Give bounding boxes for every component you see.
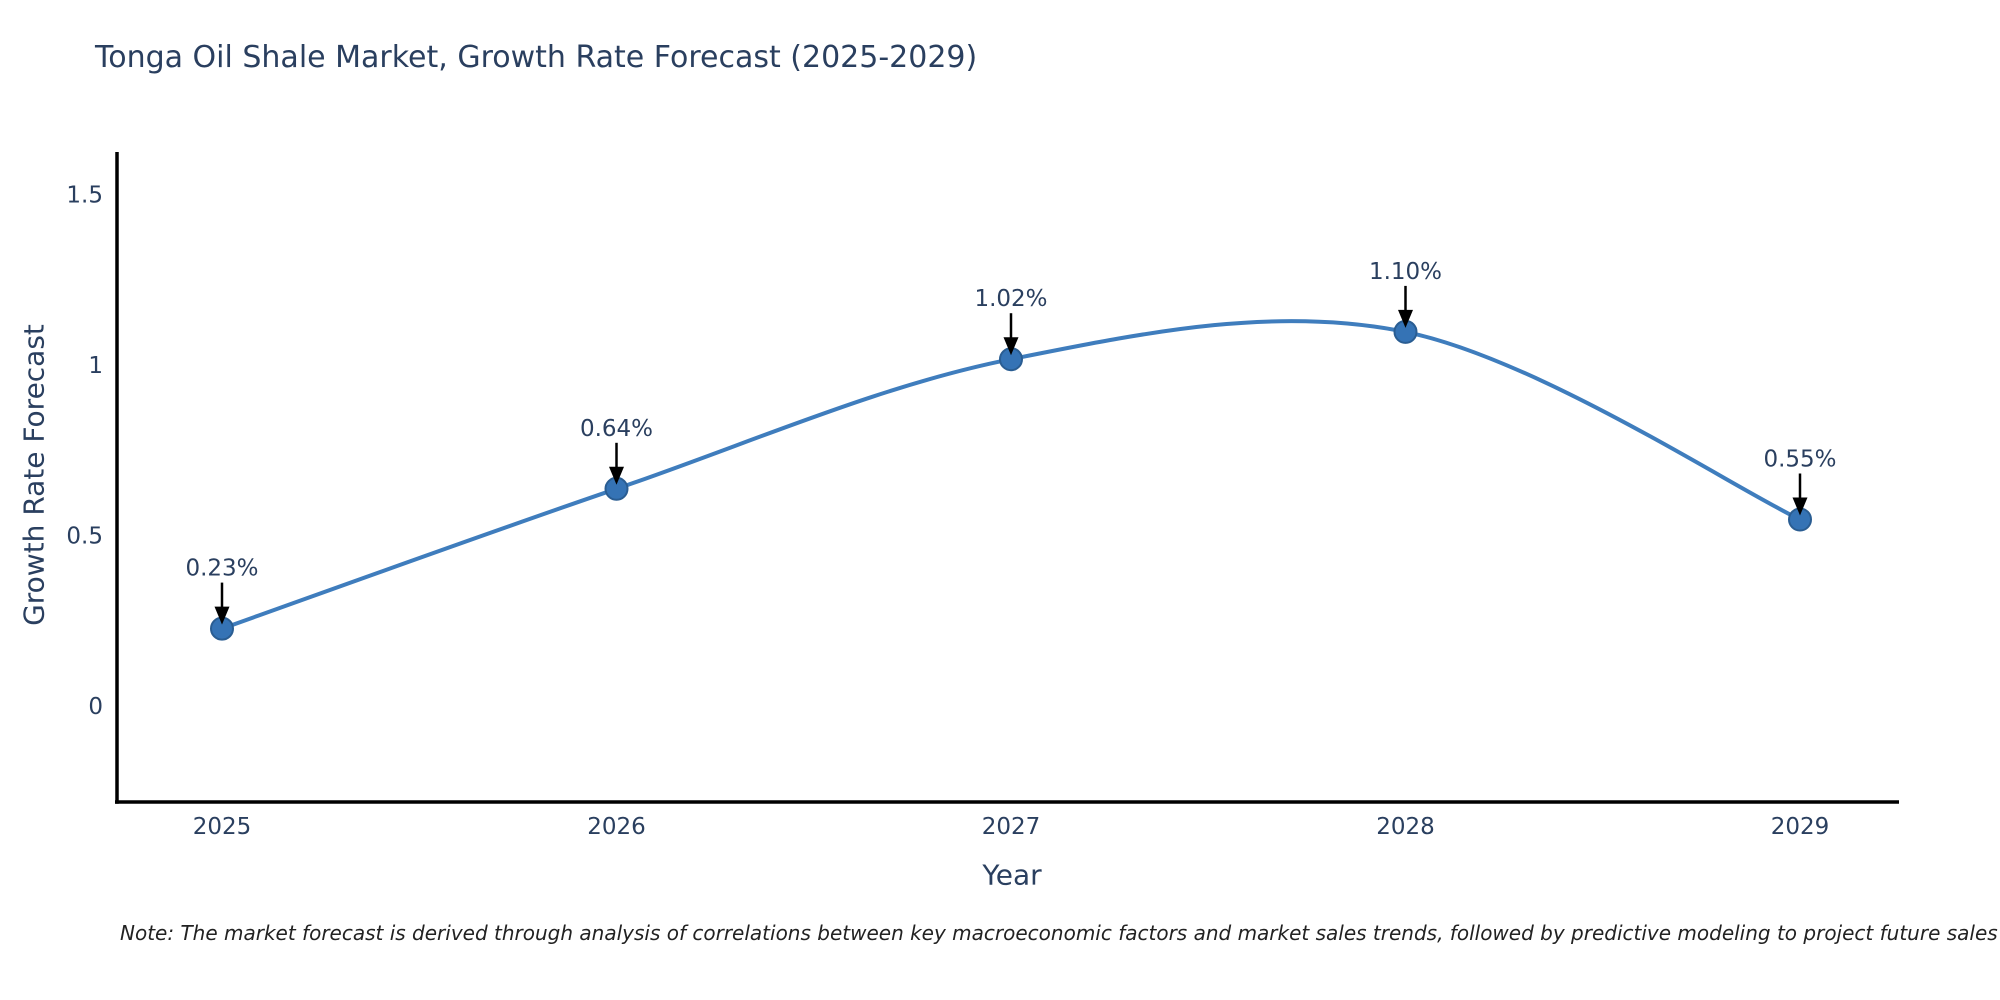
annotation-arrowhead <box>214 606 230 625</box>
annotation-label: 0.64% <box>580 416 653 442</box>
annotation-arrowhead <box>1792 497 1808 516</box>
annotation-arrowhead <box>1398 309 1413 328</box>
y-tick-label: 0.5 <box>66 524 103 550</box>
x-tick-label: 2028 <box>1376 814 1435 840</box>
annotation: 0.23% <box>185 556 259 625</box>
annotation: 0.55% <box>1763 447 1837 516</box>
annotation-label: 1.02% <box>974 286 1047 312</box>
annotation-label: 0.23% <box>185 556 258 582</box>
x-tick-label: 2029 <box>1771 814 1830 840</box>
y-tick-label: 1.5 <box>66 183 103 209</box>
x-axis-title: Year <box>981 859 1042 892</box>
annotation-label: 0.55% <box>1763 447 1836 473</box>
y-tick-label: 0 <box>88 694 103 720</box>
y-axis-title: Growth Rate Forecast <box>18 324 51 626</box>
annotation-label: 1.10% <box>1369 259 1442 285</box>
annotation: 1.10% <box>1369 259 1442 328</box>
annotation-arrowhead <box>609 466 624 485</box>
x-tick-label: 2027 <box>982 814 1041 840</box>
footnote: Note: The market forecast is derived thr… <box>120 921 1998 945</box>
x-tick-label: 2026 <box>587 814 646 840</box>
annotation: 0.64% <box>580 416 653 485</box>
annotation-arrowhead <box>1003 337 1019 356</box>
chart-title: Tonga Oil Shale Market, Growth Rate Fore… <box>95 40 978 75</box>
x-tick-label: 2025 <box>193 814 252 840</box>
y-tick-label: 1 <box>88 353 103 379</box>
annotation: 1.02% <box>974 286 1048 356</box>
